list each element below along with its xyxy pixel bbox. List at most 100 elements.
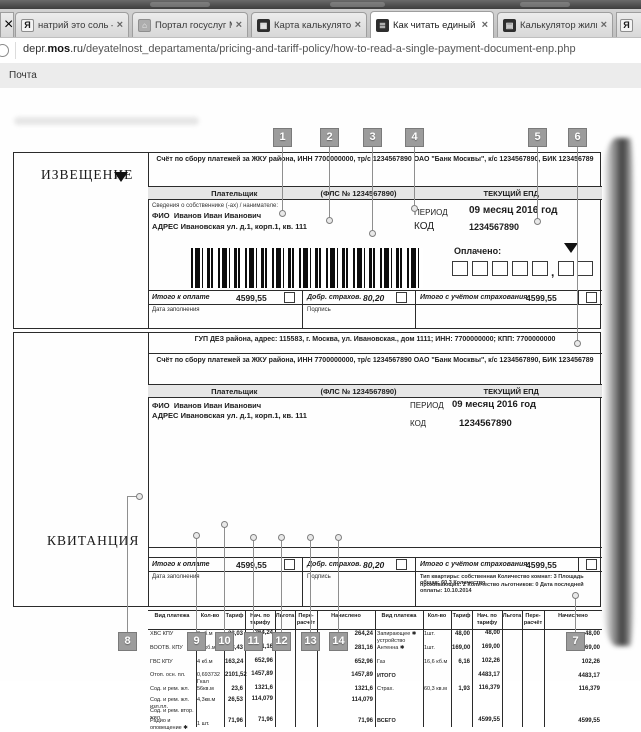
charge-accrued: 1457,89 [351,672,373,678]
tab-title: Портал госуслуг М [155,19,232,31]
callout-12-line [281,540,282,632]
callout-7-line [575,598,576,632]
total-due-label: Итого к оплате [152,294,210,301]
charge-tariff: 71,96 [227,718,243,724]
divider [302,558,303,571]
tab-fragment-left[interactable]: × [0,12,14,37]
callout-14: 14 [329,632,348,651]
calculator-icon: ▤ [503,18,516,32]
receipt-fio-line: ФИО Иванов Иван Иванович [152,401,402,410]
tab-map-calculator[interactable]: ▦ Карта калькулятор × [251,12,367,37]
insurance-label: Добр. страхов. [307,294,362,301]
fill-date-label: Дата заполнения [152,307,200,313]
charge-tariff: 163,24 [225,659,244,665]
subtotal-label: ИТОГО [377,673,396,679]
close-icon[interactable]: × [481,18,488,31]
address-label: АДРЕС [152,222,179,231]
charge-accrued: 652,96 [354,659,373,665]
receipt-section-label: КВИТАНЦИЯ [47,533,140,548]
paid-amount-box [512,261,528,276]
scan-edge-shadow [603,138,633,646]
url-text[interactable]: depr.mos.ru/deyatelnost_departamenta/pri… [23,43,576,55]
address-value: Ивановская ул. д.1, корп.1, кв. 111 [180,222,307,231]
charge-accrued: 48,00 [584,631,600,637]
divider [302,572,303,606]
checkbox[interactable] [284,559,295,570]
charge-qty: 4 кб.м [197,659,213,665]
callout-5: 5 [528,128,547,147]
close-icon[interactable]: × [600,18,607,31]
callout-12-dot [278,534,285,541]
tab-fragment-right[interactable]: Я [616,12,641,37]
address-bar[interactable]: depr.mos.ru/deyatelnost_departamenta/pri… [0,38,641,64]
callout-14-line [338,540,339,632]
charge-accrued-by-tariff: 652,96 [254,658,273,664]
divider [148,333,149,606]
divider [578,291,579,304]
divider [148,547,602,548]
insurance-label: Добр. страхов. [307,561,362,568]
total-with-insurance-label: Итого с учётом страхования [420,561,528,568]
owner-note: Сведения о собственнике (-ах) / нанимате… [152,203,279,209]
scan-artifact [14,117,199,125]
bookmark-pochta[interactable]: Почта [9,70,37,81]
receipt-section: КВИТАНЦИЯ ГУП ДЕЗ района, адрес: 115583,… [13,332,602,731]
checkbox[interactable] [586,559,597,570]
charge-accrued: 116,379 [578,686,600,692]
epd-document-image: ИЗВЕЩЕНИЕ Счёт по сбору платежей за ЖКУ … [13,152,602,731]
callout-7: 7 [566,632,585,651]
charge-name: ХВС КПУ [150,631,174,637]
paid-amount-box [558,261,574,276]
col-header-benefit: Льгота [275,613,295,619]
close-icon[interactable]: × [116,18,123,31]
code-value: 1234567890 [469,222,520,232]
charge-accrued: 1321,6 [354,686,373,692]
checkbox[interactable] [586,292,597,303]
url-tld: .ru [70,43,83,55]
col-header-recalculation: Пере-расчёт [296,613,316,627]
signature-label: Подпись [307,307,331,313]
divider [302,305,303,328]
col-header-accrued-by-tariff: Нач. по тарифу [476,613,498,627]
charge-qty: 12 кб.м [197,645,216,651]
divider [302,291,303,304]
close-icon[interactable]: × [4,16,14,33]
charge-qty: 56кв.м [197,686,214,692]
charge-qty: 1шт. [424,631,435,637]
close-icon[interactable]: × [235,18,242,31]
tab-yandex-search[interactable]: Я натрий это соль — × [15,12,129,37]
tab-bar: × Я натрий это соль — × ⌂ Портал госуслу… [0,9,641,39]
total-with-insurance-value: 4599,55 [526,560,557,570]
checkbox[interactable] [396,292,407,303]
callout-5-line [537,147,538,219]
callout-2-line [329,147,330,218]
receipt-payer-band: Плательщик (ФЛС № 1234567890) ТЕКУЩИЙ ЕП… [148,384,602,398]
page-security-icon[interactable] [0,44,9,57]
receipt-totals-row: Итого к оплате 4599,55 Добр. страхов. 80… [148,557,602,571]
code-value: 1234567890 [459,418,512,429]
callout-10: 10 [215,632,234,651]
notice-fio-line: ФИО Иванов Иван Иванович [152,211,402,220]
receipt-address-line: АДРЕС Ивановская ул. д.1, корп.1, кв. 11… [152,411,402,420]
callout-4-dot [411,205,418,212]
callout-4-line [414,147,415,206]
tab-how-to-read-epd-active[interactable]: ≣ Как читать единый × [370,11,494,38]
gosuslugi-icon: ⌂ [138,18,151,32]
close-icon[interactable]: × [354,18,361,31]
fill-date-label: Дата заполнения [152,574,200,580]
yandex-icon: Я [620,18,633,32]
checkbox[interactable] [284,292,295,303]
tab-housing-calculator[interactable]: ▤ Калькулятор жили × [497,12,613,37]
checkbox[interactable] [396,559,407,570]
tab-title: Карта калькулятор [274,19,351,31]
col-header-payment-type: Вид платежа [154,613,190,619]
divider [148,353,602,354]
col-header-accrued: Начислено [558,613,588,619]
code-label: КОД [414,221,435,232]
callout-8-line [127,496,137,497]
charge-tariff: 1,93 [458,686,470,692]
payer-label: Плательщик [211,386,258,396]
tab-gosuslugi[interactable]: ⌂ Портал госуслуг М × [132,12,248,37]
notice-section: ИЗВЕЩЕНИЕ Счёт по сбору платежей за ЖКУ … [13,152,602,329]
window-top-artifact [330,2,385,7]
